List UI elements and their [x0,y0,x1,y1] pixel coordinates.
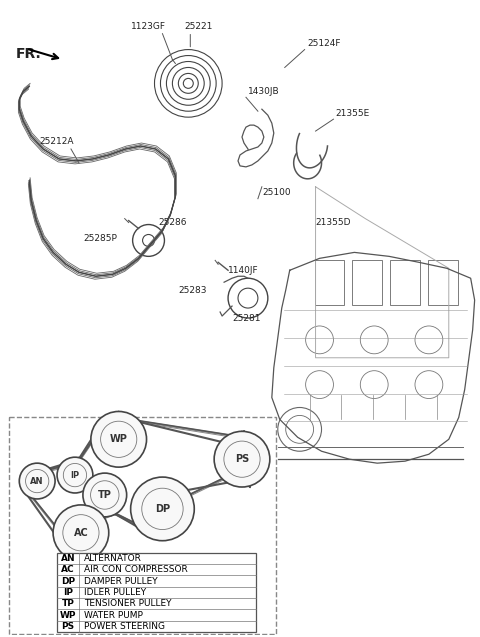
Text: AC: AC [73,527,88,538]
Text: PS: PS [61,622,74,631]
Text: IP: IP [63,588,73,597]
Text: 25283: 25283 [179,285,207,295]
Text: 25212A: 25212A [39,136,73,145]
Text: WP: WP [60,611,76,620]
Circle shape [91,412,146,467]
Bar [57,553,256,632]
Text: 1123GF: 1123GF [131,22,166,31]
Text: AC: AC [61,565,75,574]
Text: ALTERNATOR: ALTERNATOR [84,554,142,563]
Text: 25286: 25286 [158,218,187,227]
Circle shape [57,457,93,493]
Text: 25100: 25100 [262,188,290,197]
Text: DP: DP [155,504,170,514]
Text: TP: TP [61,599,74,608]
Text: 21355E: 21355E [336,109,370,118]
Text: AN: AN [60,554,75,563]
Text: AN: AN [30,476,44,485]
Text: 21355D: 21355D [315,218,351,227]
Text: DAMPER PULLEY: DAMPER PULLEY [84,576,157,585]
Text: DP: DP [61,576,75,585]
Text: WP: WP [110,434,128,444]
Text: TP: TP [98,490,112,500]
Text: 25221: 25221 [184,22,213,31]
Text: PS: PS [235,454,249,464]
Bar [390,261,420,305]
Circle shape [53,505,109,561]
Bar [428,261,458,305]
Text: IDLER PULLEY: IDLER PULLEY [84,588,146,597]
Text: 1140JF: 1140JF [228,266,259,275]
Text: TENSIONER PULLEY: TENSIONER PULLEY [84,599,171,608]
Circle shape [19,463,55,499]
Text: WATER PUMP: WATER PUMP [84,611,143,620]
Text: 25281: 25281 [232,313,261,322]
Bar [314,261,344,305]
Text: AIR CON COMPRESSOR: AIR CON COMPRESSOR [84,565,188,574]
Text: FR.: FR. [15,47,41,61]
Text: 25285P: 25285P [83,234,117,243]
Circle shape [83,473,127,517]
Bar [9,417,276,634]
Text: 1430JB: 1430JB [248,87,279,96]
Text: 25124F: 25124F [308,39,341,48]
Circle shape [131,477,194,541]
Circle shape [214,431,270,487]
Text: IP: IP [71,471,80,480]
Bar [352,261,382,305]
Text: POWER STEERING: POWER STEERING [84,622,165,631]
